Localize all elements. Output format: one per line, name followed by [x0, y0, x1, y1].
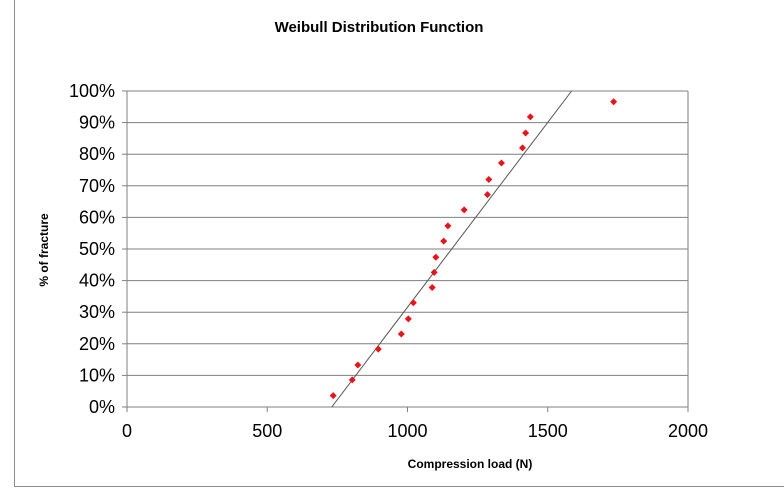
- x-tick-label: 500: [252, 421, 282, 441]
- x-axis-title: Compression load (N): [408, 457, 533, 471]
- chart-title: Weibull Distribution Function: [275, 19, 484, 36]
- data-point: [497, 159, 505, 167]
- data-point: [354, 361, 362, 369]
- data-point: [348, 376, 356, 384]
- y-tick-label: 40%: [79, 271, 115, 291]
- data-point: [485, 175, 493, 183]
- y-tick-label: 80%: [79, 144, 115, 164]
- y-tick-label: 60%: [79, 207, 115, 227]
- y-tick-labels: 0% 10% 20% 30% 40% 50% 60% 70% 80% 90% 100%: [69, 81, 115, 417]
- data-point: [444, 222, 452, 230]
- data-point: [519, 144, 527, 152]
- axes: [122, 90, 689, 412]
- grid-lines: [127, 90, 688, 376]
- data-point: [430, 268, 438, 276]
- x-tick-label: 0: [122, 421, 132, 441]
- x-tick-label: 1000: [387, 421, 427, 441]
- data-points: [329, 98, 618, 400]
- y-tick-label: 30%: [79, 302, 115, 322]
- data-point: [428, 284, 436, 292]
- y-tick-label: 0%: [89, 397, 115, 417]
- y-tick-label: 100%: [69, 81, 115, 101]
- y-tick-label: 10%: [79, 365, 115, 385]
- data-point: [610, 98, 618, 106]
- data-point: [440, 237, 448, 245]
- x-tick-label: 1500: [528, 421, 568, 441]
- data-point: [329, 392, 337, 400]
- y-axis-title: % of fracture: [37, 213, 51, 287]
- data-point: [483, 191, 491, 199]
- data-point: [397, 330, 405, 338]
- chart-frame: [14, 0, 784, 487]
- data-point: [460, 206, 468, 214]
- y-tick-label: 70%: [79, 176, 115, 196]
- data-point: [409, 299, 417, 307]
- y-tick-label: 50%: [79, 239, 115, 259]
- y-tick-label: 20%: [79, 334, 115, 354]
- fit-line: [331, 90, 572, 408]
- data-point: [526, 113, 534, 121]
- data-point: [432, 253, 440, 261]
- x-tick-label: 2000: [668, 421, 708, 441]
- x-tick-labels: 0 500 1000 1500 2000: [122, 421, 708, 441]
- y-tick-label: 90%: [79, 113, 115, 133]
- data-point: [522, 129, 530, 137]
- data-point: [374, 345, 382, 353]
- data-point: [404, 315, 412, 323]
- fit-line-group: [331, 90, 572, 408]
